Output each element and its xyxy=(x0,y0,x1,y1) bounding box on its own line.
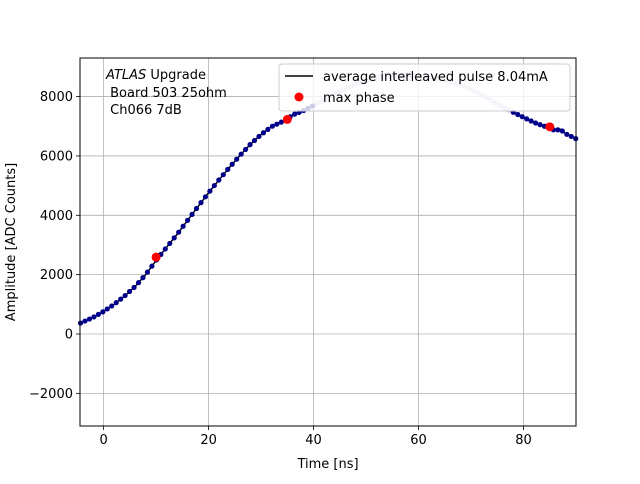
annotation-line2: Board 503 25ohm xyxy=(106,86,227,101)
pulse-sample-point xyxy=(91,314,97,320)
pulse-sample-point xyxy=(82,318,88,324)
pulse-sample-point xyxy=(564,131,570,137)
pulse-sample-point xyxy=(207,188,213,194)
pulse-sample-point xyxy=(100,309,106,315)
pulse-sample-point xyxy=(568,133,574,140)
pulse-sample-point xyxy=(189,211,195,218)
pulse-sample-point xyxy=(131,284,137,291)
max-phase-point xyxy=(151,252,161,262)
annotation-block: ATLAS Upgrade Board 503 25ohm Ch066 7dB xyxy=(105,68,227,118)
pulse-sample-point xyxy=(95,311,101,318)
x-tick-label: 0 xyxy=(99,433,107,448)
y-tick-label: 8000 xyxy=(40,90,73,105)
pulse-sample-point xyxy=(278,119,284,125)
pulse-sample-point xyxy=(185,217,191,223)
pulse-sample-point xyxy=(537,122,543,128)
legend-marker-swatch xyxy=(294,92,304,102)
annotation-atlas: ATLAS xyxy=(105,68,146,83)
y-axis-label: Amplitude [ADC Counts] xyxy=(4,163,19,321)
pulse-sample-point xyxy=(140,275,146,281)
pulse-sample-point xyxy=(113,300,119,306)
x-tick-label: 80 xyxy=(515,433,532,448)
pulse-sample-point xyxy=(238,151,244,157)
y-tick-label: 4000 xyxy=(40,209,73,224)
pulse-sample-point xyxy=(176,229,182,235)
x-axis-label: Time [ns] xyxy=(296,457,358,472)
pulse-sample-point xyxy=(243,146,249,153)
pulse-sample-point xyxy=(104,306,110,312)
pulse-sample-point xyxy=(122,292,128,299)
pulse-sample-point xyxy=(251,137,258,144)
pulse-sample-point xyxy=(127,288,133,295)
pulse-sample-point xyxy=(559,128,565,134)
pulse-sample-point xyxy=(269,123,275,129)
y-tick-label: 0 xyxy=(65,328,73,343)
pulse-sample-point xyxy=(211,182,217,189)
pulse-sample-point xyxy=(274,121,280,127)
pulse-sample-point xyxy=(519,114,525,120)
legend: average interleaved pulse 8.04mA max pha… xyxy=(278,63,571,112)
tick-marks: 0 20 40 60 80 −2000 0 2000 4000 6000 8000 xyxy=(29,90,532,448)
x-tick-label: 20 xyxy=(200,433,217,448)
x-tick-label: 60 xyxy=(410,433,427,448)
pulse-sample-point xyxy=(260,130,267,136)
pulse-sample-point xyxy=(532,120,539,126)
annotation-line1: ATLAS Upgrade xyxy=(105,68,206,83)
max-phase-point xyxy=(282,114,292,124)
pulse-sample-point xyxy=(135,280,142,286)
pulse-sample-point xyxy=(144,269,151,275)
pulse-sample-point xyxy=(555,127,561,133)
pulse-sample-point xyxy=(77,320,84,326)
legend-label-pulse: average interleaved pulse 8.04mA xyxy=(323,70,548,85)
pulse-sample-point xyxy=(167,240,173,247)
plot-frame xyxy=(79,57,577,427)
pulse-sample-point xyxy=(162,246,168,252)
pulse-sample-point xyxy=(524,116,530,122)
pulse-sample-point xyxy=(225,166,231,172)
y-tick-label: 2000 xyxy=(40,268,73,283)
pulse-sample-point xyxy=(118,296,124,302)
pulse-sample-point xyxy=(515,111,521,118)
pulse-sample-point xyxy=(234,156,240,162)
pulse-sample-point xyxy=(292,111,298,117)
max-phase-markers xyxy=(151,114,555,262)
annotation-upgrade: Upgrade xyxy=(146,68,206,83)
pulse-sample-point xyxy=(247,142,253,148)
annotation-line3: Ch066 7dB xyxy=(106,103,182,118)
pulse-sample-point xyxy=(229,161,235,167)
pulse-sample-point xyxy=(220,172,226,178)
legend-box xyxy=(278,63,571,112)
pulse-sample-point xyxy=(256,133,262,140)
y-tick-label: 6000 xyxy=(40,149,73,164)
x-tick-label: 40 xyxy=(305,433,322,448)
pulse-sample-point xyxy=(86,316,93,322)
pulse-sample-point xyxy=(528,118,534,124)
pulse-sample-point xyxy=(109,303,115,309)
pulse-sample-point xyxy=(265,126,271,132)
max-phase-point xyxy=(545,122,555,132)
pulse-sample-point xyxy=(193,205,200,212)
pulse-sample-point xyxy=(202,194,209,200)
pulse-sample-point xyxy=(171,235,177,241)
pulse-sample-point xyxy=(216,177,222,183)
pulse-sample-point xyxy=(180,223,186,229)
pulse-sample-point xyxy=(198,200,204,206)
y-tick-label: −2000 xyxy=(29,387,73,402)
pulse-sample-point xyxy=(149,263,155,269)
legend-label-max-phase: max phase xyxy=(323,91,395,106)
